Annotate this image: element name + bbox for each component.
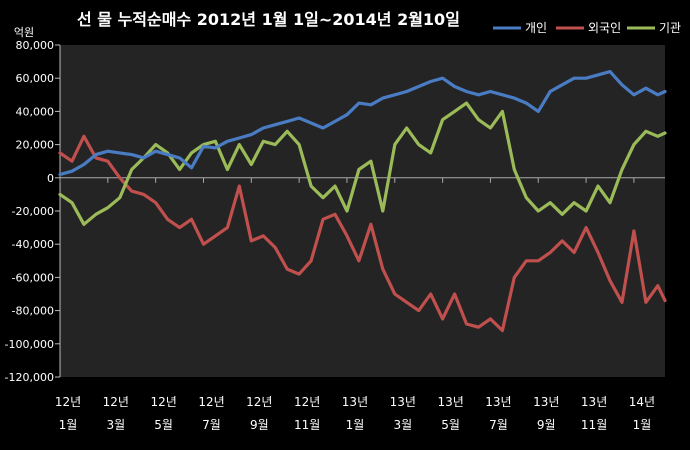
- y-tick-label: 60,000: [16, 72, 55, 85]
- y-tick-label: -40,000: [12, 238, 54, 251]
- chart-title: 선 물 누적순매수 2012년 1월 1일~2014년 2월10일: [77, 10, 460, 29]
- y-tick-label: -60,000: [12, 271, 54, 284]
- x-tick-label-year: 13년: [533, 395, 559, 409]
- y-tick-label: -80,000: [12, 305, 54, 318]
- x-tick-label-month: 5월: [154, 418, 173, 432]
- legend-label-2: 기관: [659, 21, 681, 35]
- x-tick-label-year: 13년: [342, 395, 368, 409]
- x-tick-label-month: 9월: [250, 418, 269, 432]
- x-tick-label-year: 12년: [198, 395, 224, 409]
- y-tick-label: -20,000: [12, 205, 54, 218]
- x-tick-label-year: 12년: [246, 395, 272, 409]
- x-tick-label-month: 3월: [106, 418, 125, 432]
- x-tick-label-month: 11월: [581, 418, 607, 432]
- x-tick-label-month: 5월: [441, 418, 460, 432]
- x-tick-label-year: 12년: [150, 395, 176, 409]
- x-tick-label-month: 7월: [202, 418, 221, 432]
- y-axis: 80,000 60,000 40,000 20,000 0 -20,000 -40,000 -…: [5, 39, 665, 384]
- x-tick-label-month: 1월: [346, 418, 365, 432]
- legend-label-1: 외국인: [588, 21, 621, 35]
- x-tick-label-year: 12년: [55, 395, 81, 409]
- series-line-0: [58, 69, 667, 177]
- x-tick-label-month: 11월: [294, 418, 320, 432]
- x-tick-label-month: 3월: [393, 418, 412, 432]
- plot-area: [60, 45, 665, 377]
- legend: 개인 외국인 기관: [493, 21, 681, 35]
- x-tick-label-month: 1월: [633, 418, 652, 432]
- x-tick-label-year: 13년: [581, 395, 607, 409]
- y-tick-label: -100,000: [5, 338, 54, 351]
- series-line-1: [58, 134, 667, 333]
- y-tick-label: 0: [47, 172, 54, 185]
- legend-label-0: 개인: [525, 21, 547, 35]
- y-tick-label: 20,000: [16, 139, 55, 152]
- y-tick-label: -120,000: [5, 371, 54, 384]
- y-tick-label: 40,000: [16, 105, 55, 118]
- y-tick-label: 80,000: [16, 39, 55, 52]
- x-tick-label-year: 13년: [485, 395, 511, 409]
- x-tick-label-year: 12년: [294, 395, 320, 409]
- series-lines: [58, 69, 667, 333]
- series-line-2: [58, 101, 667, 226]
- x-tick-label-year: 13년: [437, 395, 463, 409]
- x-tick-label-year: 13년: [390, 395, 416, 409]
- x-tick-label-month: 1월: [59, 418, 78, 432]
- x-tick-label-year: 14년: [629, 395, 655, 409]
- x-axis: 12년 1월 12년 3월 12년 5월 12년 7월 12년 9월 12년 11월 13년 1월 13년 3…: [55, 177, 655, 432]
- x-tick-label-month: 9월: [537, 418, 556, 432]
- x-tick-label-year: 12년: [103, 395, 129, 409]
- y-axis-unit-label: 억원: [14, 26, 34, 39]
- x-tick-label-month: 7월: [489, 418, 508, 432]
